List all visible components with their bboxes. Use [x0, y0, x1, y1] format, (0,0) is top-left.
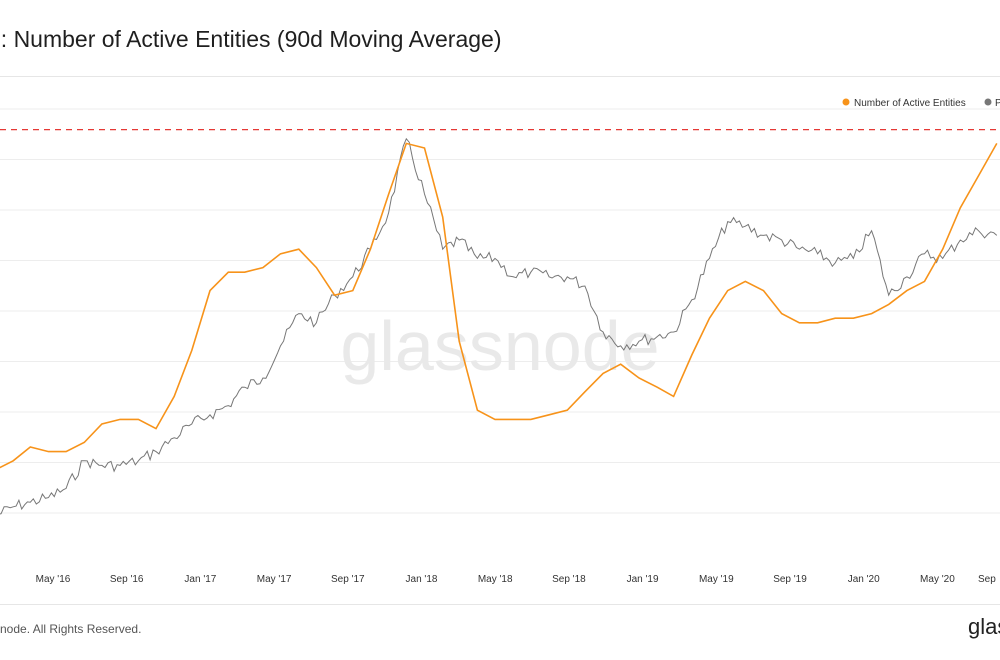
- chart-title: n: Number of Active Entities (90d Moving…: [0, 26, 502, 52]
- footer-logo: glas: [968, 614, 1000, 639]
- x-tick-label: May '16: [36, 574, 71, 585]
- legend: Number of Active Entities P: [842, 98, 1000, 109]
- grid-lines: [0, 108, 1000, 514]
- x-tick-label: Jan '18: [406, 574, 438, 585]
- x-tick-label: May '17: [257, 574, 292, 585]
- chart-canvas: glassnode May '16 Sep '16 Jan '17 May '17 Se…: [0, 98, 1000, 585]
- legend-label-active-entities[interactable]: Number of Active Entities: [854, 98, 966, 109]
- x-tick-label: Sep '16: [110, 574, 144, 585]
- x-tick-label: Jan '20: [848, 574, 880, 585]
- x-tick-label: May '20: [920, 574, 955, 585]
- legend-marker-price: [984, 98, 992, 106]
- footer-copyright: snode. All Rights Reserved.: [0, 622, 142, 636]
- x-tick-label: Jan '17: [184, 574, 216, 585]
- x-axis-ticks: May '16 Sep '16 Jan '17 May '17 Sep '17 Jan '…: [36, 574, 997, 585]
- series-line-active-entities: [0, 142, 998, 469]
- footer-divider: [0, 604, 1000, 605]
- x-tick-label: May '19: [699, 574, 734, 585]
- legend-marker-active-entities: [842, 98, 850, 106]
- x-tick-label: May '18: [478, 574, 513, 585]
- series-line-price: [0, 137, 998, 515]
- x-tick-label: Jan '19: [627, 574, 659, 585]
- legend-label-price[interactable]: P: [995, 98, 1000, 109]
- x-tick-label: Sep '17: [331, 574, 365, 585]
- watermark-text: glassnode: [340, 307, 659, 385]
- x-tick-label: Sep: [978, 574, 996, 585]
- x-tick-label: Sep '19: [773, 574, 807, 585]
- x-tick-label: Sep '18: [552, 574, 586, 585]
- header-divider: [0, 76, 1000, 77]
